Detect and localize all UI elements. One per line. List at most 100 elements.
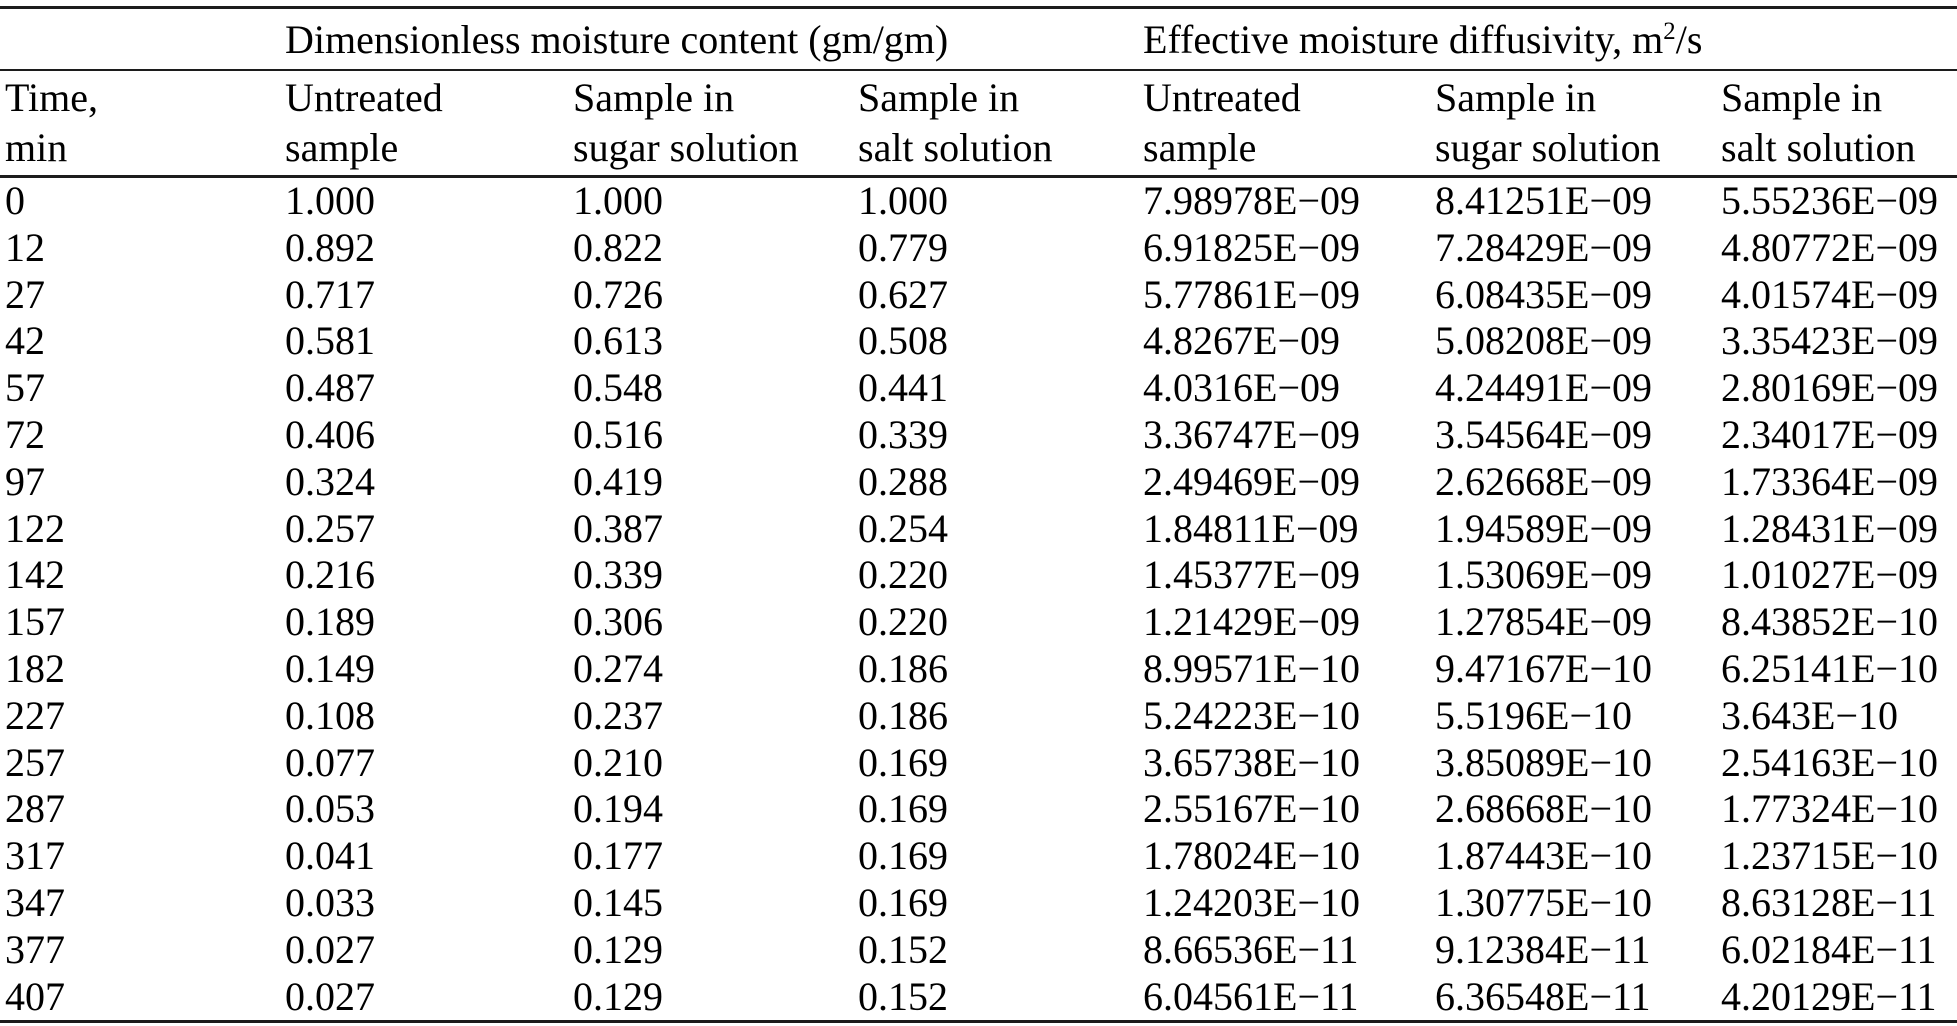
cell-mc-untreated: 0.189 bbox=[285, 599, 375, 645]
cell-diff-sugar: 1.53069E−09 bbox=[1435, 552, 1653, 598]
cell-diff-untreated: 8.66536E−11 bbox=[1143, 926, 1359, 972]
cell-mc-salt: 0.288 bbox=[858, 458, 948, 504]
cell-mc-salt: 0.186 bbox=[858, 645, 948, 691]
column-header-untreated-mc: Untreated sample bbox=[285, 70, 573, 178]
cell-diff-salt: 6.25141E−10 bbox=[1721, 645, 1939, 691]
cell-diff-untreated: 1.45377E−09 bbox=[1143, 552, 1361, 598]
cell-mc-untreated: 0.027 bbox=[285, 926, 375, 972]
cell-mc-salt: 0.169 bbox=[858, 833, 948, 879]
cell-time: 122 bbox=[5, 505, 65, 551]
cell-mc-sugar: 0.194 bbox=[573, 786, 663, 832]
table-row: 0 1.000 1.000 1.000 7.98978E−09 8.41251E… bbox=[0, 177, 1957, 225]
cell-mc-untreated: 0.149 bbox=[285, 645, 375, 691]
cell-diff-untreated: 1.21429E−09 bbox=[1143, 599, 1361, 645]
cell-diff-sugar: 1.30775E−10 bbox=[1435, 879, 1653, 925]
column-header-line: Sample in bbox=[1435, 74, 1597, 120]
column-header-sugar-diff: Sample in sugar solution bbox=[1435, 70, 1722, 178]
cell-diff-salt: 5.55236E−09 bbox=[1721, 178, 1939, 223]
cell-mc-sugar: 0.387 bbox=[573, 505, 663, 551]
group-header-diffusivity: Effective moisture diffusivity, m2/s bbox=[1143, 6, 1957, 71]
cell-mc-sugar: 0.306 bbox=[573, 599, 663, 645]
cell-diff-untreated: 6.91825E−09 bbox=[1143, 224, 1361, 270]
cell-mc-salt: 0.339 bbox=[858, 411, 948, 457]
column-header-line: Sample in bbox=[1721, 74, 1883, 120]
cell-mc-sugar: 0.548 bbox=[573, 365, 663, 411]
cell-mc-salt: 0.254 bbox=[858, 505, 948, 551]
cell-mc-untreated: 1.000 bbox=[285, 178, 375, 223]
diffusivity-unit-superscript: 2 bbox=[1663, 17, 1676, 45]
cell-time: 182 bbox=[5, 645, 65, 691]
column-header-salt-diff: Sample in salt solution bbox=[1721, 70, 1957, 178]
cell-diff-untreated: 7.98978E−09 bbox=[1143, 178, 1361, 223]
cell-mc-salt: 0.508 bbox=[858, 318, 948, 364]
cell-mc-salt: 0.169 bbox=[858, 879, 948, 925]
table-row: 182 0.149 0.274 0.186 8.99571E−10 9.4716… bbox=[0, 646, 1957, 693]
cell-mc-salt: 0.152 bbox=[858, 926, 948, 972]
cell-diff-sugar: 3.85089E−10 bbox=[1435, 739, 1653, 785]
cell-mc-sugar: 0.419 bbox=[573, 458, 663, 504]
cell-diff-untreated: 3.65738E−10 bbox=[1143, 739, 1361, 785]
cell-diff-salt: 3.35423E−09 bbox=[1721, 318, 1939, 364]
cell-time: 347 bbox=[5, 879, 65, 925]
cell-diff-salt: 2.54163E−10 bbox=[1721, 739, 1939, 785]
cell-mc-untreated: 0.077 bbox=[285, 739, 375, 785]
cell-mc-untreated: 0.027 bbox=[285, 973, 573, 1024]
cell-diff-sugar: 6.36548E−11 bbox=[1435, 973, 1722, 1024]
table-row: 57 0.487 0.548 0.441 4.0316E−09 4.24491E… bbox=[0, 365, 1957, 412]
cell-diff-untreated: 8.99571E−10 bbox=[1143, 645, 1361, 691]
cell-diff-salt: 2.80169E−09 bbox=[1721, 365, 1939, 411]
cell-mc-untreated: 0.717 bbox=[285, 271, 375, 317]
cell-mc-sugar: 1.000 bbox=[573, 178, 663, 223]
cell-diff-salt: 3.643E−10 bbox=[1721, 692, 1899, 738]
cell-mc-sugar: 0.145 bbox=[573, 879, 663, 925]
cell-diff-salt: 4.20129E−11 bbox=[1721, 973, 1957, 1024]
table-row: 257 0.077 0.210 0.169 3.65738E−10 3.8508… bbox=[0, 740, 1957, 787]
cell-time: 72 bbox=[5, 411, 45, 457]
cell-diff-salt: 4.01574E−09 bbox=[1721, 271, 1939, 317]
cell-time: 42 bbox=[5, 318, 45, 364]
cell-mc-untreated: 0.892 bbox=[285, 224, 375, 270]
cell-diff-sugar: 1.87443E−10 bbox=[1435, 833, 1653, 879]
cell-mc-salt: 1.000 bbox=[858, 178, 948, 223]
cell-diff-untreated: 5.77861E−09 bbox=[1143, 271, 1361, 317]
cell-diff-untreated: 6.04561E−11 bbox=[1143, 973, 1436, 1024]
cell-diff-salt: 1.23715E−10 bbox=[1721, 833, 1939, 879]
cell-mc-salt: 0.441 bbox=[858, 365, 948, 411]
cell-mc-untreated: 0.487 bbox=[285, 365, 375, 411]
table-row: 407 0.027 0.129 0.152 6.04561E−11 6.3654… bbox=[0, 973, 1957, 1024]
table-body: 0 1.000 1.000 1.000 7.98978E−09 8.41251E… bbox=[0, 177, 1957, 1024]
column-header-line: min bbox=[5, 125, 68, 170]
cell-mc-untreated: 0.108 bbox=[285, 692, 375, 738]
cell-time: 377 bbox=[5, 926, 65, 972]
cell-mc-untreated: 0.216 bbox=[285, 552, 375, 598]
cell-mc-untreated: 0.406 bbox=[285, 411, 375, 457]
cell-time: 12 bbox=[5, 224, 45, 270]
cell-diff-sugar: 8.41251E−09 bbox=[1435, 178, 1653, 223]
column-header-time: Time, min bbox=[0, 70, 285, 178]
cell-mc-salt: 0.220 bbox=[858, 599, 948, 645]
cell-diff-salt: 1.01027E−09 bbox=[1721, 552, 1939, 598]
cell-diff-untreated: 2.55167E−10 bbox=[1143, 786, 1361, 832]
cell-time: 157 bbox=[5, 599, 65, 645]
cell-time: 317 bbox=[5, 833, 65, 879]
table-row: 347 0.033 0.145 0.169 1.24203E−10 1.3077… bbox=[0, 880, 1957, 927]
cell-diff-salt: 1.73364E−09 bbox=[1721, 458, 1939, 504]
column-header-salt-mc: Sample in salt solution bbox=[858, 70, 1144, 178]
cell-mc-salt: 0.186 bbox=[858, 692, 948, 738]
column-header-row: Time, min Untreated sample Sample in sug… bbox=[0, 70, 1957, 178]
group-header-row: Dimensionless moisture content (gm/gm) E… bbox=[0, 6, 1957, 71]
cell-diff-sugar: 9.12384E−11 bbox=[1435, 926, 1651, 972]
cell-mc-sugar: 0.237 bbox=[573, 692, 663, 738]
cell-diff-salt: 8.63128E−11 bbox=[1721, 879, 1937, 925]
cell-diff-untreated: 1.78024E−10 bbox=[1143, 833, 1361, 879]
table-row: 72 0.406 0.516 0.339 3.36747E−09 3.54564… bbox=[0, 412, 1957, 459]
table-row: 227 0.108 0.237 0.186 5.24223E−10 5.5196… bbox=[0, 693, 1957, 740]
column-header-line: sample bbox=[285, 125, 399, 170]
cell-time: 142 bbox=[5, 552, 65, 598]
cell-diff-untreated: 4.8267E−09 bbox=[1143, 318, 1341, 364]
cell-mc-sugar: 0.177 bbox=[573, 833, 663, 879]
cell-mc-untreated: 0.033 bbox=[285, 879, 375, 925]
cell-mc-salt: 0.627 bbox=[858, 271, 948, 317]
cell-diff-untreated: 1.84811E−09 bbox=[1143, 505, 1359, 551]
column-header-line: sugar solution bbox=[1435, 125, 1661, 170]
